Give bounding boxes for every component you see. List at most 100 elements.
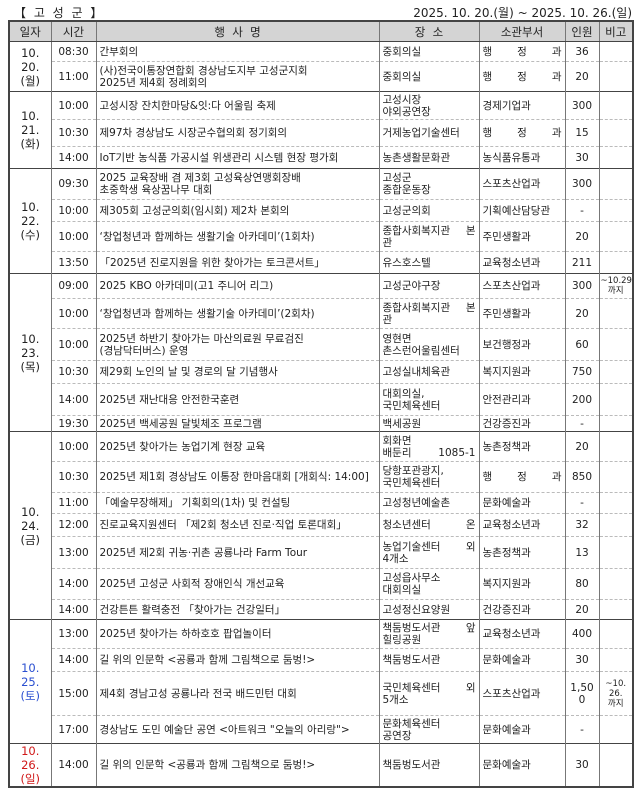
date-label: 10. 20. <box>21 45 40 74</box>
place-cell: 문화체육센터 공연장 <box>378 715 480 744</box>
event-title: IoT기반 농식품 가공시설 위생관리 시스템 현장 평가회 <box>95 146 380 169</box>
note-cell <box>598 648 634 672</box>
note-cell <box>598 513 634 537</box>
attendee-count: 1,500 <box>564 671 600 716</box>
department-cell: 기획예산담당관 <box>478 199 566 222</box>
time-cell: 10:30 <box>50 119 97 147</box>
place-cell: 책둠벙도서관 앞 힐링공원 <box>378 619 480 649</box>
note-cell <box>598 41 634 62</box>
col-header-place: 장 소 <box>378 20 480 42</box>
place-cell: 농업기술센터 외 4개소 <box>378 536 480 569</box>
time-cell: 10:30 <box>50 461 97 493</box>
event-title: 제4회 경남고성 공룡나라 전국 배드민턴 대회 <box>95 671 380 716</box>
table-row: 10. 21. (화) 10:00 고성시장 잔치한마당&잇:다 어울림 축제 고성시장… <box>8 91 634 169</box>
attendee-count: 20 <box>564 61 600 92</box>
attendee-count: 300 <box>564 168 600 200</box>
time-cell: 12:00 <box>50 513 97 537</box>
note-cell <box>598 536 634 569</box>
time-cell: 14:00 <box>50 568 97 600</box>
event-title: 2025 교육장배 겸 제3회 고성육상연맹회장배 초중학생 육상꿈나무 대회 <box>95 168 380 200</box>
place-cell: 고성읍사무소 대회의실 <box>378 568 480 600</box>
place-line: 영현면 <box>382 332 412 345</box>
place-cell: 당항포관광지, 국민체육센터 <box>378 461 480 493</box>
event-title: 2025년 고성군 사회적 장애인식 개선교육 <box>95 568 380 600</box>
table-row: 10. 26. (일) 14:00 길 위의 인문학 <공룡과 함께 그림책으로 둠벙… <box>8 743 634 787</box>
department-cell: 스포츠산업과 <box>478 168 566 200</box>
place-line: 종합사회복지관 본 <box>382 301 476 314</box>
note-cell <box>598 146 634 169</box>
place-cell: 고성군 종합운동장 <box>378 168 480 200</box>
place-line: 고성읍사무소 <box>382 572 441 584</box>
place-line: 고성군 <box>382 172 412 184</box>
place-line: 고성실내체육관 <box>382 366 451 378</box>
place-line: 고성군야구장 <box>382 280 441 292</box>
place-cell: 대회의실, 국민체육센터 <box>378 383 480 416</box>
schedule-body: 10. 20. (월) 08:30 간부회의 중회의실 행 정 과 36 11:00 (사)전국… <box>8 41 634 787</box>
table-row: 10. 23. (목) 09:00 2025 KBO 아카데미(고1 주니어 리그) 고… <box>8 273 634 432</box>
event-title: 2025년 제1회 경상남도 이통장 한마음대회 [개회식: 14:00] <box>95 461 380 493</box>
place-line: 농촌생활문화관 <box>382 151 451 164</box>
time-cell: 15:00 <box>50 671 97 716</box>
date-cell: 10. 23. (목) <box>8 273 52 432</box>
department-cell: 행 정 과 <box>478 41 566 62</box>
time-cell: 14:00 <box>50 383 97 416</box>
department-cell: 교육청소년과 <box>478 619 566 649</box>
table-row: 14:00 2025년 재난대응 안전한국훈련 대회의실, 국민체육센터 안전관리과 20… <box>9 383 634 416</box>
table-row: 10:00 ‘창업청년과 함께하는 생활기술 아카데미’(2회차) 종합사회복지관 … <box>9 298 634 329</box>
col-header-department: 소관부서 <box>478 20 566 42</box>
place-line: 중회의실 <box>382 45 422 58</box>
note-cell <box>598 360 634 384</box>
col-header-event: 행 사 명 <box>95 20 380 42</box>
attendee-count: 60 <box>564 328 600 361</box>
table-row: 14:00 IoT기반 농식품 가공시설 위생관리 시스템 현장 평가회 농촌생활문… <box>9 146 634 169</box>
event-title: 제97차 경상남도 시장군수협의회 정기회의 <box>95 119 380 147</box>
event-title: (사)전국이통장연합회 경상남도지부 고성군지회 2025년 제4회 정례회의 <box>95 61 380 92</box>
department-cell: 농촌정책과 <box>478 431 566 462</box>
place-cell: 고성군야구장 <box>378 273 480 299</box>
table-row: 14:00 건강튼튼 활력충전 「찾아가는 건강일터」 고성정신요양원 건강증진과 20 <box>9 599 634 620</box>
note-cell <box>598 383 634 416</box>
weekday-label: (토) <box>20 688 41 703</box>
place-cell: 고성청년예술촌 <box>378 492 480 514</box>
note-cell <box>598 119 634 147</box>
table-row: 10:00 ‘창업청년과 함께하는 생활기술 아카데미’(1회차) 종합사회복지관 … <box>9 221 634 252</box>
place-cell: 유스호스텔 <box>378 251 480 274</box>
table-row: 17:00 경상남도 도민 예술단 공연 <아트워크 "오늘의 아리랑"> 문화체육… <box>9 715 634 744</box>
table-row: 10:00 제305회 고성군의회(임시회) 제2차 본회의 고성군의회 기획예산담당… <box>9 199 634 222</box>
place-cell: 국민체육센터 외 5개소 <box>378 671 480 716</box>
time-cell: 14:00 <box>50 599 97 620</box>
event-title: 2025 KBO 아카데미(고1 주니어 리그) <box>95 273 380 299</box>
attendee-count: 300 <box>564 273 600 299</box>
note-cell <box>598 461 634 493</box>
department-cell: 복지지원과 <box>478 568 566 600</box>
department-cell: 농촌정책과 <box>478 536 566 569</box>
department-cell: 농식품유통과 <box>478 146 566 169</box>
time-cell: 09:30 <box>50 168 97 200</box>
date-cell: 10. 20. (월) <box>8 41 52 92</box>
time-cell: 10:00 <box>50 91 97 120</box>
place-cell: 고성실내체육관 <box>378 360 480 384</box>
place-line: 힐링공원 <box>382 634 422 646</box>
department-cell: 복지지원과 <box>478 360 566 384</box>
place-line: 유스호스텔 <box>382 256 431 269</box>
department-cell: 주민생활과 <box>478 298 566 329</box>
attendee-count: - <box>564 199 600 222</box>
note-cell <box>598 619 634 649</box>
place-cell: 고성시장 야외공연장 <box>378 91 480 120</box>
table-row: 13:50 「2025년 진로지원을 위한 찾아가는 토크콘서트」 유스호스텔 교육청… <box>9 251 634 274</box>
col-header-note: 비고 <box>598 20 634 42</box>
time-cell: 11:00 <box>50 492 97 514</box>
place-line: 고성정신요양원 <box>382 603 451 616</box>
note-cell: ~10.29. 까지 <box>598 273 634 299</box>
time-cell: 13:50 <box>50 251 97 274</box>
time-cell: 14:00 <box>50 146 97 169</box>
place-line: 관 <box>382 236 393 249</box>
place-cell: 중회의실 <box>378 41 480 62</box>
note-cell: ~10. 26. 까지 <box>598 671 634 716</box>
place-line: 책둠벙도서관 앞 <box>382 622 476 634</box>
department-cell: 주민생활과 <box>478 221 566 252</box>
attendee-count: - <box>564 415 600 432</box>
